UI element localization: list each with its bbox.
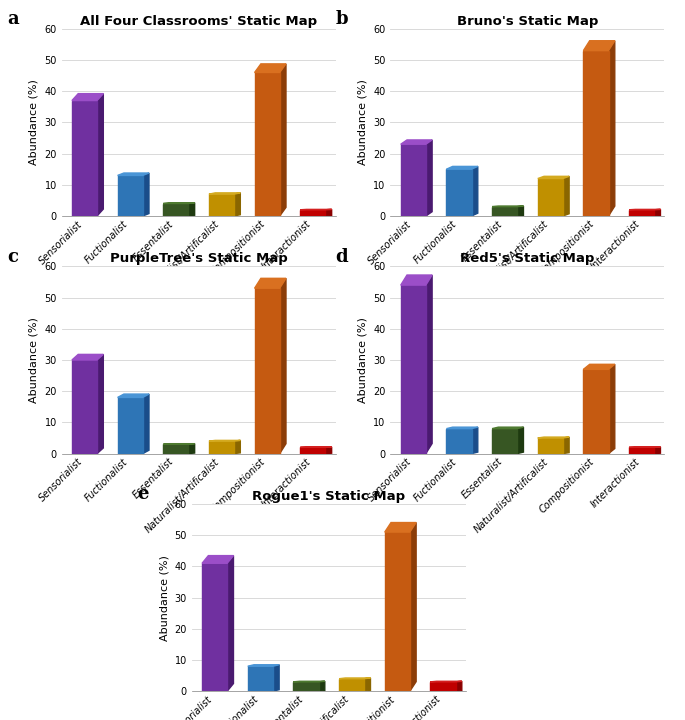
- Polygon shape: [538, 437, 569, 438]
- Polygon shape: [273, 665, 279, 691]
- Polygon shape: [188, 203, 195, 216]
- Polygon shape: [97, 354, 103, 454]
- Polygon shape: [97, 94, 103, 216]
- Polygon shape: [118, 173, 149, 176]
- Polygon shape: [385, 523, 416, 532]
- Polygon shape: [517, 427, 523, 454]
- Text: b: b: [336, 10, 348, 28]
- Bar: [629, 447, 654, 454]
- Polygon shape: [538, 176, 569, 179]
- Bar: [118, 397, 142, 454]
- Polygon shape: [255, 64, 286, 73]
- Bar: [584, 50, 608, 216]
- Y-axis label: Abundance (%): Abundance (%): [358, 317, 368, 403]
- Bar: [248, 666, 273, 691]
- Bar: [401, 285, 426, 454]
- Polygon shape: [319, 681, 325, 691]
- Polygon shape: [584, 364, 614, 369]
- Bar: [447, 428, 471, 454]
- Polygon shape: [492, 427, 523, 428]
- Title: All Four Classrooms' Static Map: All Four Classrooms' Static Map: [80, 14, 317, 27]
- Bar: [385, 532, 410, 691]
- Polygon shape: [234, 441, 240, 454]
- Polygon shape: [202, 556, 234, 563]
- Bar: [629, 210, 654, 216]
- Polygon shape: [142, 394, 149, 454]
- Bar: [492, 207, 517, 216]
- Bar: [538, 438, 563, 454]
- Title: Rogue1's Static Map: Rogue1's Static Map: [252, 490, 406, 503]
- Bar: [202, 563, 227, 691]
- Polygon shape: [118, 394, 149, 397]
- Title: Red5's Static Map: Red5's Static Map: [460, 252, 595, 265]
- Bar: [209, 194, 234, 216]
- Polygon shape: [584, 41, 614, 50]
- Polygon shape: [456, 681, 462, 691]
- Polygon shape: [563, 176, 569, 216]
- Bar: [255, 73, 279, 216]
- Polygon shape: [471, 427, 477, 454]
- Polygon shape: [227, 556, 234, 691]
- Bar: [584, 369, 608, 454]
- Polygon shape: [401, 140, 432, 144]
- Text: e: e: [137, 485, 149, 503]
- Bar: [293, 682, 319, 691]
- Bar: [430, 682, 456, 691]
- Y-axis label: Abundance (%): Abundance (%): [358, 79, 368, 166]
- Polygon shape: [248, 665, 279, 666]
- Text: c: c: [7, 248, 18, 266]
- Bar: [163, 444, 188, 454]
- Polygon shape: [654, 210, 660, 216]
- Bar: [118, 176, 142, 216]
- Bar: [492, 428, 517, 454]
- Bar: [72, 101, 97, 216]
- Title: PurpleTree's Static Map: PurpleTree's Static Map: [110, 252, 288, 265]
- Polygon shape: [447, 427, 477, 428]
- Y-axis label: Abundance (%): Abundance (%): [29, 79, 39, 166]
- Bar: [447, 169, 471, 216]
- Bar: [163, 204, 188, 216]
- Title: Bruno's Static Map: Bruno's Static Map: [457, 14, 598, 27]
- Bar: [255, 288, 279, 454]
- Polygon shape: [426, 275, 432, 454]
- Polygon shape: [72, 94, 103, 101]
- Polygon shape: [325, 447, 332, 454]
- Polygon shape: [654, 447, 660, 454]
- Polygon shape: [325, 210, 332, 216]
- Polygon shape: [471, 166, 477, 216]
- Bar: [339, 679, 364, 691]
- Polygon shape: [563, 437, 569, 454]
- Polygon shape: [364, 678, 371, 691]
- Polygon shape: [234, 193, 240, 216]
- Text: d: d: [336, 248, 348, 266]
- Polygon shape: [188, 444, 195, 454]
- Text: a: a: [7, 10, 18, 28]
- Polygon shape: [401, 275, 432, 285]
- Bar: [538, 179, 563, 216]
- Polygon shape: [608, 41, 614, 216]
- Polygon shape: [339, 678, 371, 679]
- Polygon shape: [279, 279, 286, 454]
- Bar: [300, 447, 325, 454]
- Polygon shape: [142, 173, 149, 216]
- Polygon shape: [72, 354, 103, 360]
- Polygon shape: [426, 140, 432, 216]
- Polygon shape: [279, 64, 286, 216]
- Polygon shape: [447, 166, 477, 169]
- Y-axis label: Abundance (%): Abundance (%): [29, 317, 39, 403]
- Polygon shape: [209, 193, 240, 194]
- Bar: [209, 441, 234, 454]
- Polygon shape: [163, 203, 195, 204]
- Bar: [401, 144, 426, 216]
- Polygon shape: [517, 206, 523, 216]
- Polygon shape: [410, 523, 416, 691]
- Bar: [72, 360, 97, 454]
- Polygon shape: [608, 364, 614, 454]
- Y-axis label: Abundance (%): Abundance (%): [159, 554, 169, 641]
- Polygon shape: [255, 279, 286, 288]
- Bar: [300, 210, 325, 216]
